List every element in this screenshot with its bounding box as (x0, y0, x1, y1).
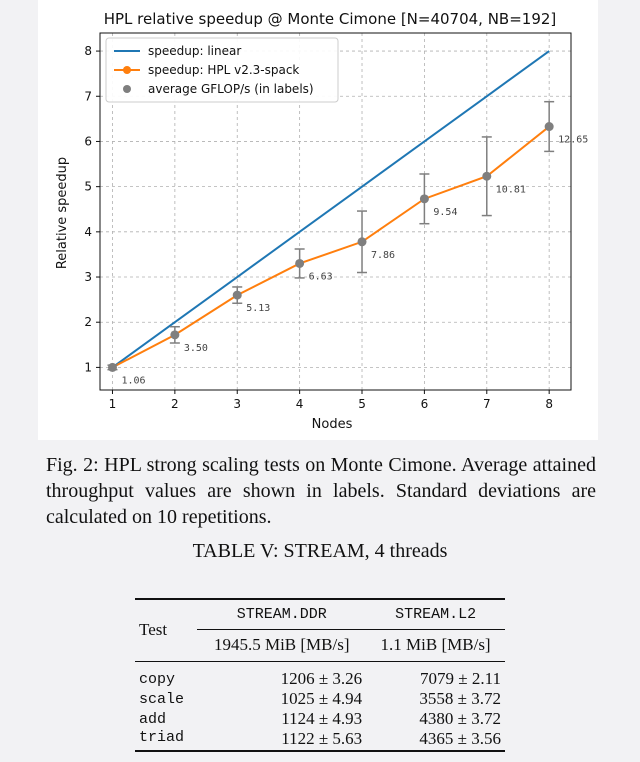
row-test: add (139, 710, 167, 728)
row-ddr-value: 1122 ± 5.63 (281, 729, 363, 748)
spacer-row (135, 661, 505, 669)
row-l2-value: 3558 ± 3.72 (419, 689, 501, 708)
y-axis-label: Relative speedup (55, 157, 70, 269)
data-point (107, 362, 117, 372)
y-tick-label: 5 (84, 180, 92, 194)
data-label: 1.06 (121, 375, 145, 386)
data-point (295, 258, 305, 268)
legend-swatch-marker (123, 66, 131, 74)
col-header-ddr: STREAM.DDR (197, 599, 367, 630)
row-l2-value: 4365 ± 3.56 (419, 729, 501, 748)
data-label: 10.81 (496, 184, 526, 195)
data-label: 7.86 (371, 250, 395, 261)
legend-label: speedup: linear (148, 44, 241, 58)
legend-label: average GFLOP/s (in labels) (148, 82, 314, 96)
data-label: 3.50 (184, 343, 208, 354)
row-ddr-value: 1124 ± 4.93 (281, 709, 363, 728)
legend-swatch-marker (123, 85, 131, 93)
data-point (232, 290, 242, 300)
table-row: triad 1122 ± 5.63 4365 ± 3.56 (135, 729, 505, 751)
x-tick-label: 6 (421, 397, 429, 411)
data-label: 5.13 (246, 303, 270, 314)
y-tick-label: 8 (84, 44, 92, 58)
col-sub-l2: 1.1 MiB [MB/s] (380, 635, 491, 654)
row-ddr-value: 1206 ± 3.26 (280, 669, 363, 688)
y-tick-label: 2 (84, 315, 92, 329)
data-point (357, 237, 367, 247)
figure-caption: Fig. 2: HPL strong scaling tests on Mont… (46, 454, 596, 528)
y-tick-label: 6 (84, 134, 92, 148)
x-tick-label: 7 (483, 397, 491, 411)
table-row: copy 1206 ± 3.26 7079 ± 2.11 (135, 669, 505, 689)
table-row: add 1124 ± 4.93 4380 ± 3.72 (135, 709, 505, 729)
row-l2-value: 7079 ± 2.11 (420, 669, 501, 688)
legend-label: speedup: HPL v2.3-spack (148, 63, 299, 77)
y-tick-label: 1 (84, 360, 92, 374)
chart-title: HPL relative speedup @ Monte Cimone [N=4… (104, 10, 557, 28)
y-tick-label: 7 (84, 89, 92, 103)
row-test: scale (139, 690, 185, 708)
hpl-speedup-line (112, 125, 550, 369)
test-header: Test (139, 620, 168, 640)
hpl-speedup-chart: HPL relative speedup @ Monte Cimone [N=4… (38, 0, 598, 440)
col-sub-ddr: 1945.5 MiB [MB/s] (213, 635, 350, 654)
table-row: scale 1025 ± 4.94 3558 ± 3.72 (135, 689, 505, 709)
data-point (419, 194, 429, 204)
x-tick-label: 8 (545, 397, 553, 411)
data-point (170, 330, 180, 340)
legend-box (105, 37, 339, 103)
x-tick-label: 1 (109, 397, 117, 411)
legend: speedup: linear speedup: HPL v2.3-spack av… (105, 37, 339, 103)
y-tick-label: 4 (84, 225, 92, 239)
x-tick-label: 3 (233, 397, 241, 411)
x-axis-label: Nodes (312, 417, 353, 432)
x-tick-label: 5 (358, 397, 366, 411)
row-test: copy (139, 670, 176, 688)
plot-frame (99, 32, 572, 391)
y-tick-label: 3 (84, 270, 92, 284)
data-label: 12.65 (558, 135, 588, 146)
data-point (544, 122, 554, 132)
linear-speedup-line (111, 50, 550, 369)
data-label: 6.63 (309, 271, 333, 282)
x-tick-label: 4 (296, 397, 304, 411)
row-l2-value: 4380 ± 3.72 (419, 709, 501, 728)
data-point (482, 171, 492, 181)
data-label: 9.54 (433, 207, 457, 218)
table-title: TABLE V: STREAM, 4 threads (192, 540, 448, 562)
row-ddr-value: 1025 ± 4.94 (280, 689, 363, 708)
stream-table: Test STREAM.DDR STREAM.L2 1945.5 MiB [MB… (135, 598, 505, 752)
row-test: triad (139, 729, 185, 746)
col-header-l2: STREAM.L2 (366, 599, 505, 630)
x-tick-label: 2 (171, 397, 179, 411)
